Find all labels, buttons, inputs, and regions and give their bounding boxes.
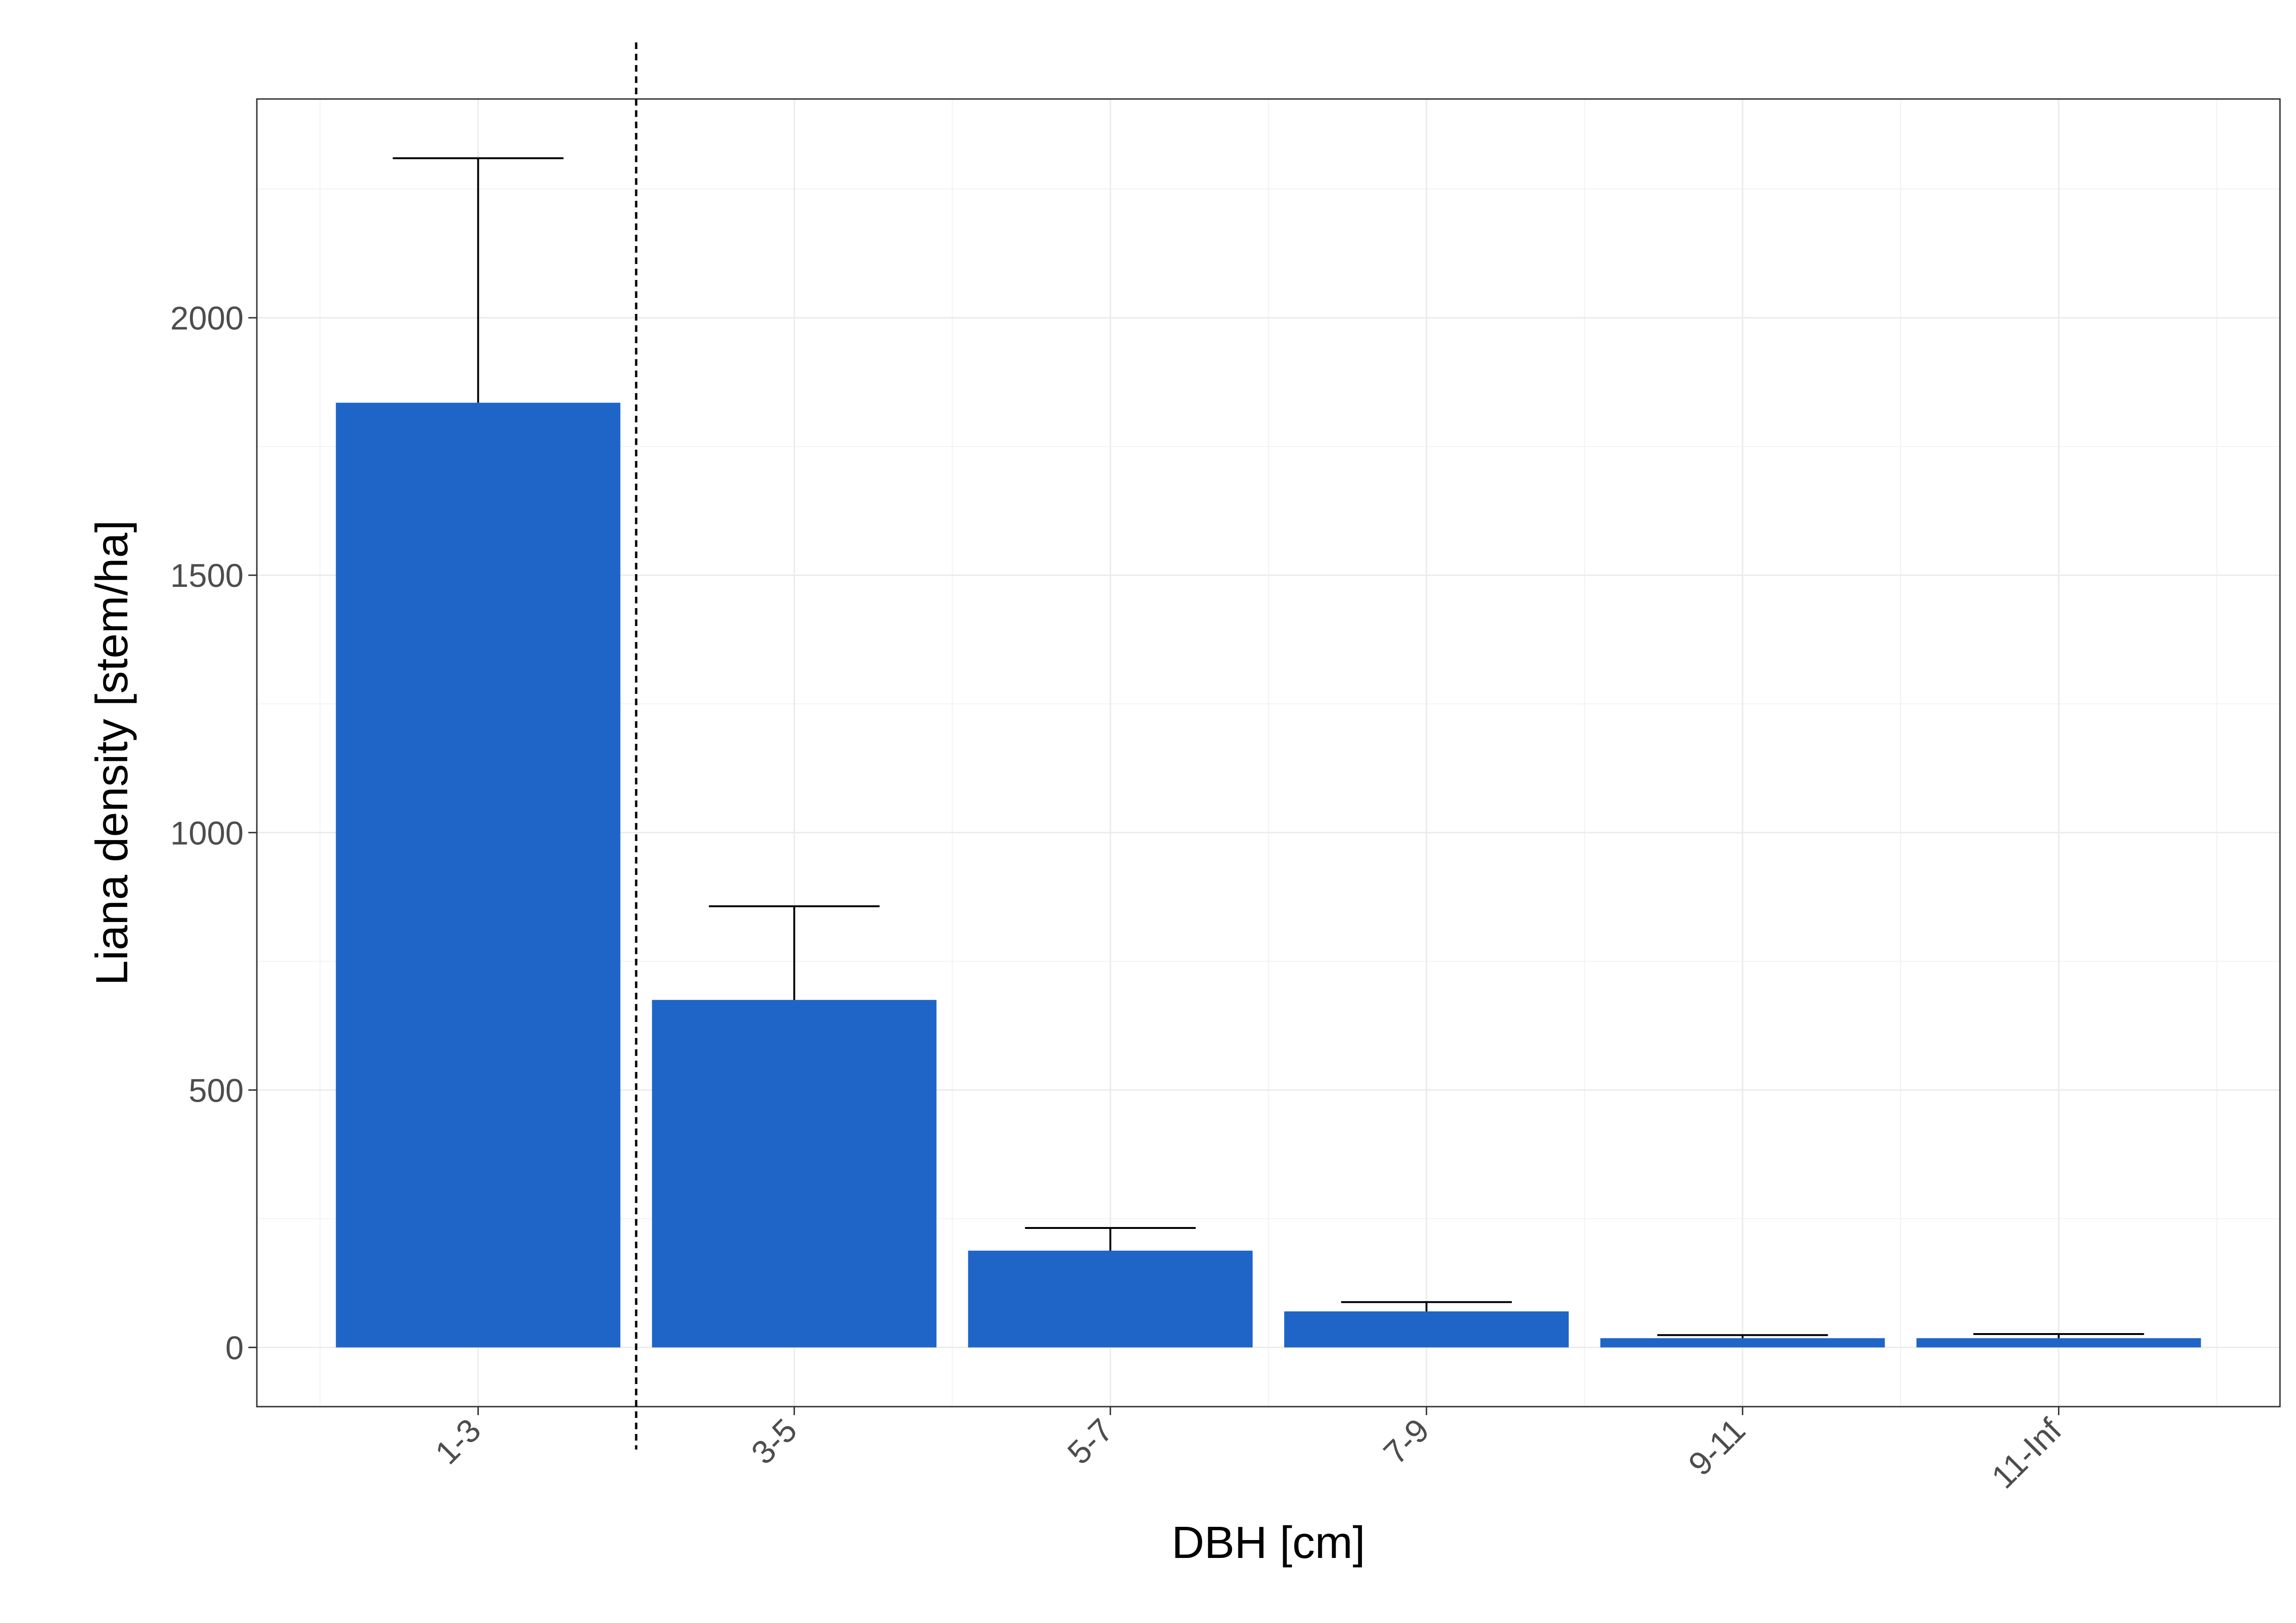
y-axis-title: Liana density [stem/ha]	[87, 520, 137, 985]
x-tick-label: 7-9	[1377, 1411, 1436, 1471]
bar-3-5	[652, 1000, 937, 1348]
bar-9-11	[1600, 1338, 1885, 1348]
bar-5-7	[968, 1251, 1253, 1348]
y-axis-ticks: 0 500 1000 1500 2000	[170, 300, 257, 1366]
x-tick-label: 9-11	[1681, 1411, 1753, 1483]
error-bars	[393, 157, 2144, 1338]
bar-11-Inf	[1916, 1338, 2201, 1348]
y-tick-label: 1500	[170, 557, 244, 594]
y-tick-label: 2000	[170, 300, 244, 337]
x-tick-label: 1-3	[428, 1411, 488, 1471]
x-tick-label: 3-5	[744, 1411, 804, 1471]
x-axis-ticks: 1-3 3-5 5-7 7-9 9-11 11-Inf	[428, 1407, 2068, 1496]
panel-border	[256, 98, 2281, 1408]
y-tick-label: 1000	[170, 815, 244, 851]
bars	[336, 403, 2201, 1348]
x-tick-label: 11-Inf	[1984, 1411, 2068, 1495]
bar-1-3	[336, 403, 621, 1348]
y-tick-label: 500	[189, 1072, 244, 1109]
bar-7-9	[1284, 1311, 1569, 1348]
y-tick-label: 0	[225, 1329, 244, 1366]
x-tick-label: 5-7	[1060, 1411, 1120, 1471]
x-axis-title: DBH [cm]	[1172, 1517, 1365, 1568]
